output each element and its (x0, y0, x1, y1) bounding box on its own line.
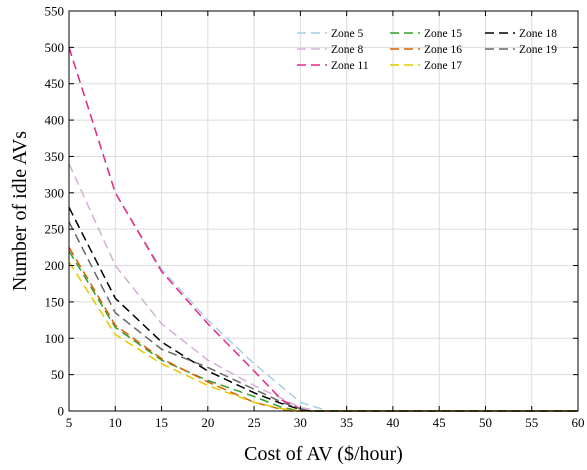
series-line-zone-11 (68, 47, 578, 412)
legend-entry-label: Zone 18 (519, 28, 557, 40)
plot-frame (68, 10, 579, 412)
x-tick-label: 40 (386, 415, 399, 430)
x-tick-label: 50 (479, 415, 492, 430)
legend-entry-label: Zone 16 (424, 44, 462, 56)
x-axis-label: Cost of AV ($/hour) (244, 443, 403, 465)
y-tick-label: 350 (45, 149, 65, 164)
x-tick-label: 10 (109, 415, 122, 430)
series-line-zone-15 (68, 250, 578, 412)
y-tick-label: 200 (45, 258, 65, 273)
x-tick-label: 20 (201, 415, 214, 430)
y-tick-label: 400 (45, 113, 65, 128)
legend-entry-label: Zone 11 (331, 60, 369, 72)
x-tick-label: 30 (294, 415, 307, 430)
y-tick-label: 0 (58, 404, 65, 419)
axis-ticks: 5 10 15 20 25 30 35 40 45 50 55 60 0 50 100 150 200 250 30… (45, 4, 585, 431)
x-tick-label: 5 (66, 415, 73, 430)
y-tick-label: 100 (45, 331, 65, 346)
legend-entry-label: Zone 5 (331, 28, 364, 40)
y-tick-label: 500 (45, 40, 65, 55)
legend-entry-label: Zone 19 (519, 44, 557, 56)
y-tick-label: 150 (45, 294, 65, 309)
y-tick-label: 300 (45, 185, 65, 200)
y-axis-label: Number of idle AVs (9, 131, 31, 291)
y-tick-label: 450 (45, 76, 65, 91)
x-tick-label: 25 (248, 415, 261, 430)
y-tick-label: 550 (45, 4, 65, 19)
legend-entry-label: Zone 8 (331, 44, 364, 56)
series-line-zone-5 (68, 47, 578, 412)
grid-lines (69, 11, 578, 411)
x-tick-label: 55 (525, 415, 538, 430)
legend-entry-label: Zone 17 (424, 60, 462, 72)
x-tick-label: 35 (340, 415, 353, 430)
y-tick-label: 50 (51, 367, 64, 382)
legend-entry-label: Zone 15 (424, 28, 462, 40)
y-tick-label: 250 (45, 222, 65, 237)
x-tick-label: 15 (155, 415, 168, 430)
x-tick-label: 60 (572, 415, 585, 430)
x-tick-label: 45 (433, 415, 446, 430)
legend: Zone 5 Zone 8 Zone 11 Zone 15 Zone 16 Zone 17… (297, 28, 557, 72)
